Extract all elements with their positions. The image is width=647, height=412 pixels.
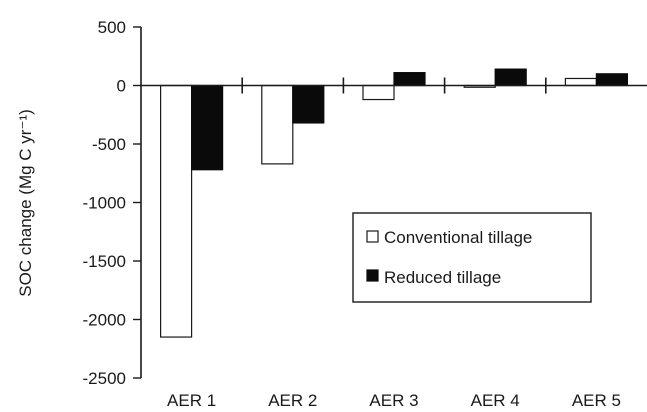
y-tick-label: -2500 bbox=[83, 369, 126, 388]
y-tick-label: -500 bbox=[92, 135, 126, 154]
bar-reduced-tillage-aer-5 bbox=[595, 73, 629, 87]
y-tick-label: 500 bbox=[98, 18, 126, 37]
y-tick-label: -2000 bbox=[83, 311, 126, 330]
axes-layer bbox=[133, 26, 647, 379]
x-tick-label-aer-4: AER 4 bbox=[471, 391, 520, 410]
legend-label-reduced-tillage: Reduced tillage bbox=[384, 268, 501, 287]
bar-conventional-tillage-aer-2 bbox=[261, 84, 294, 165]
bar-conventional-tillage-aer-1 bbox=[160, 84, 193, 338]
legend-label-conventional-tillage: Conventional tillage bbox=[384, 228, 532, 247]
legend-swatch-reduced-tillage bbox=[366, 269, 379, 282]
legend-swatch-conventional-tillage bbox=[366, 230, 379, 243]
y-tick-label: -1500 bbox=[83, 252, 126, 271]
y-axis-label: SOC change (Mg C yr⁻¹) bbox=[16, 109, 35, 297]
x-tick-label-aer-5: AER 5 bbox=[572, 391, 621, 410]
bars-layer bbox=[160, 68, 629, 338]
bar-conventional-tillage-aer-3 bbox=[362, 84, 395, 101]
legend: Conventional tillage Reduced tillage bbox=[352, 212, 592, 303]
y-tick-label: 0 bbox=[117, 77, 126, 96]
bar-reduced-tillage-aer-3 bbox=[393, 72, 426, 87]
bar-reduced-tillage-aer-4 bbox=[494, 68, 527, 87]
bar-reduced-tillage-aer-1 bbox=[191, 84, 224, 171]
labels-layer: 500 0 -500 -1000 -1500 -2000 -2500 AER 1 AER 2 AE… bbox=[83, 18, 621, 410]
bar-conventional-tillage-aer-5 bbox=[564, 77, 598, 87]
x-tick-label-aer-1: AER 1 bbox=[167, 391, 216, 410]
y-tick-label: -1000 bbox=[83, 194, 126, 213]
x-tick-label-aer-3: AER 3 bbox=[369, 391, 418, 410]
bar-reduced-tillage-aer-2 bbox=[292, 84, 325, 124]
legend-box bbox=[352, 212, 592, 303]
x-tick-label-aer-2: AER 2 bbox=[268, 391, 317, 410]
